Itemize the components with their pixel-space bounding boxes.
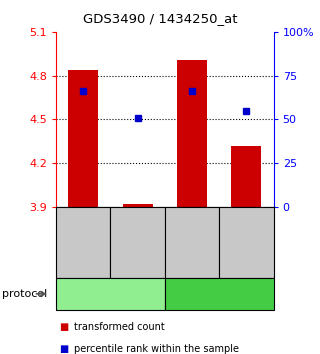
Bar bbox=[231, 146, 261, 207]
Text: GDS3490 / 1434250_at: GDS3490 / 1434250_at bbox=[83, 12, 237, 25]
Text: GSM310452: GSM310452 bbox=[242, 215, 251, 270]
Text: Deaf-1
overexpression: Deaf-1 overexpression bbox=[73, 283, 148, 305]
Bar bbox=[68, 70, 98, 207]
Text: GSM310450: GSM310450 bbox=[133, 215, 142, 270]
Text: GSM310449: GSM310449 bbox=[188, 215, 196, 270]
Text: transformed count: transformed count bbox=[74, 322, 164, 332]
Text: protocol: protocol bbox=[2, 289, 47, 299]
Text: ■: ■ bbox=[59, 322, 68, 332]
Text: percentile rank within the sample: percentile rank within the sample bbox=[74, 344, 239, 354]
Text: ■: ■ bbox=[59, 344, 68, 354]
Text: Deaf-1 deficiency: Deaf-1 deficiency bbox=[177, 289, 262, 299]
Bar bbox=[123, 204, 153, 207]
Text: GSM310448: GSM310448 bbox=[79, 215, 88, 270]
Bar bbox=[177, 59, 207, 207]
